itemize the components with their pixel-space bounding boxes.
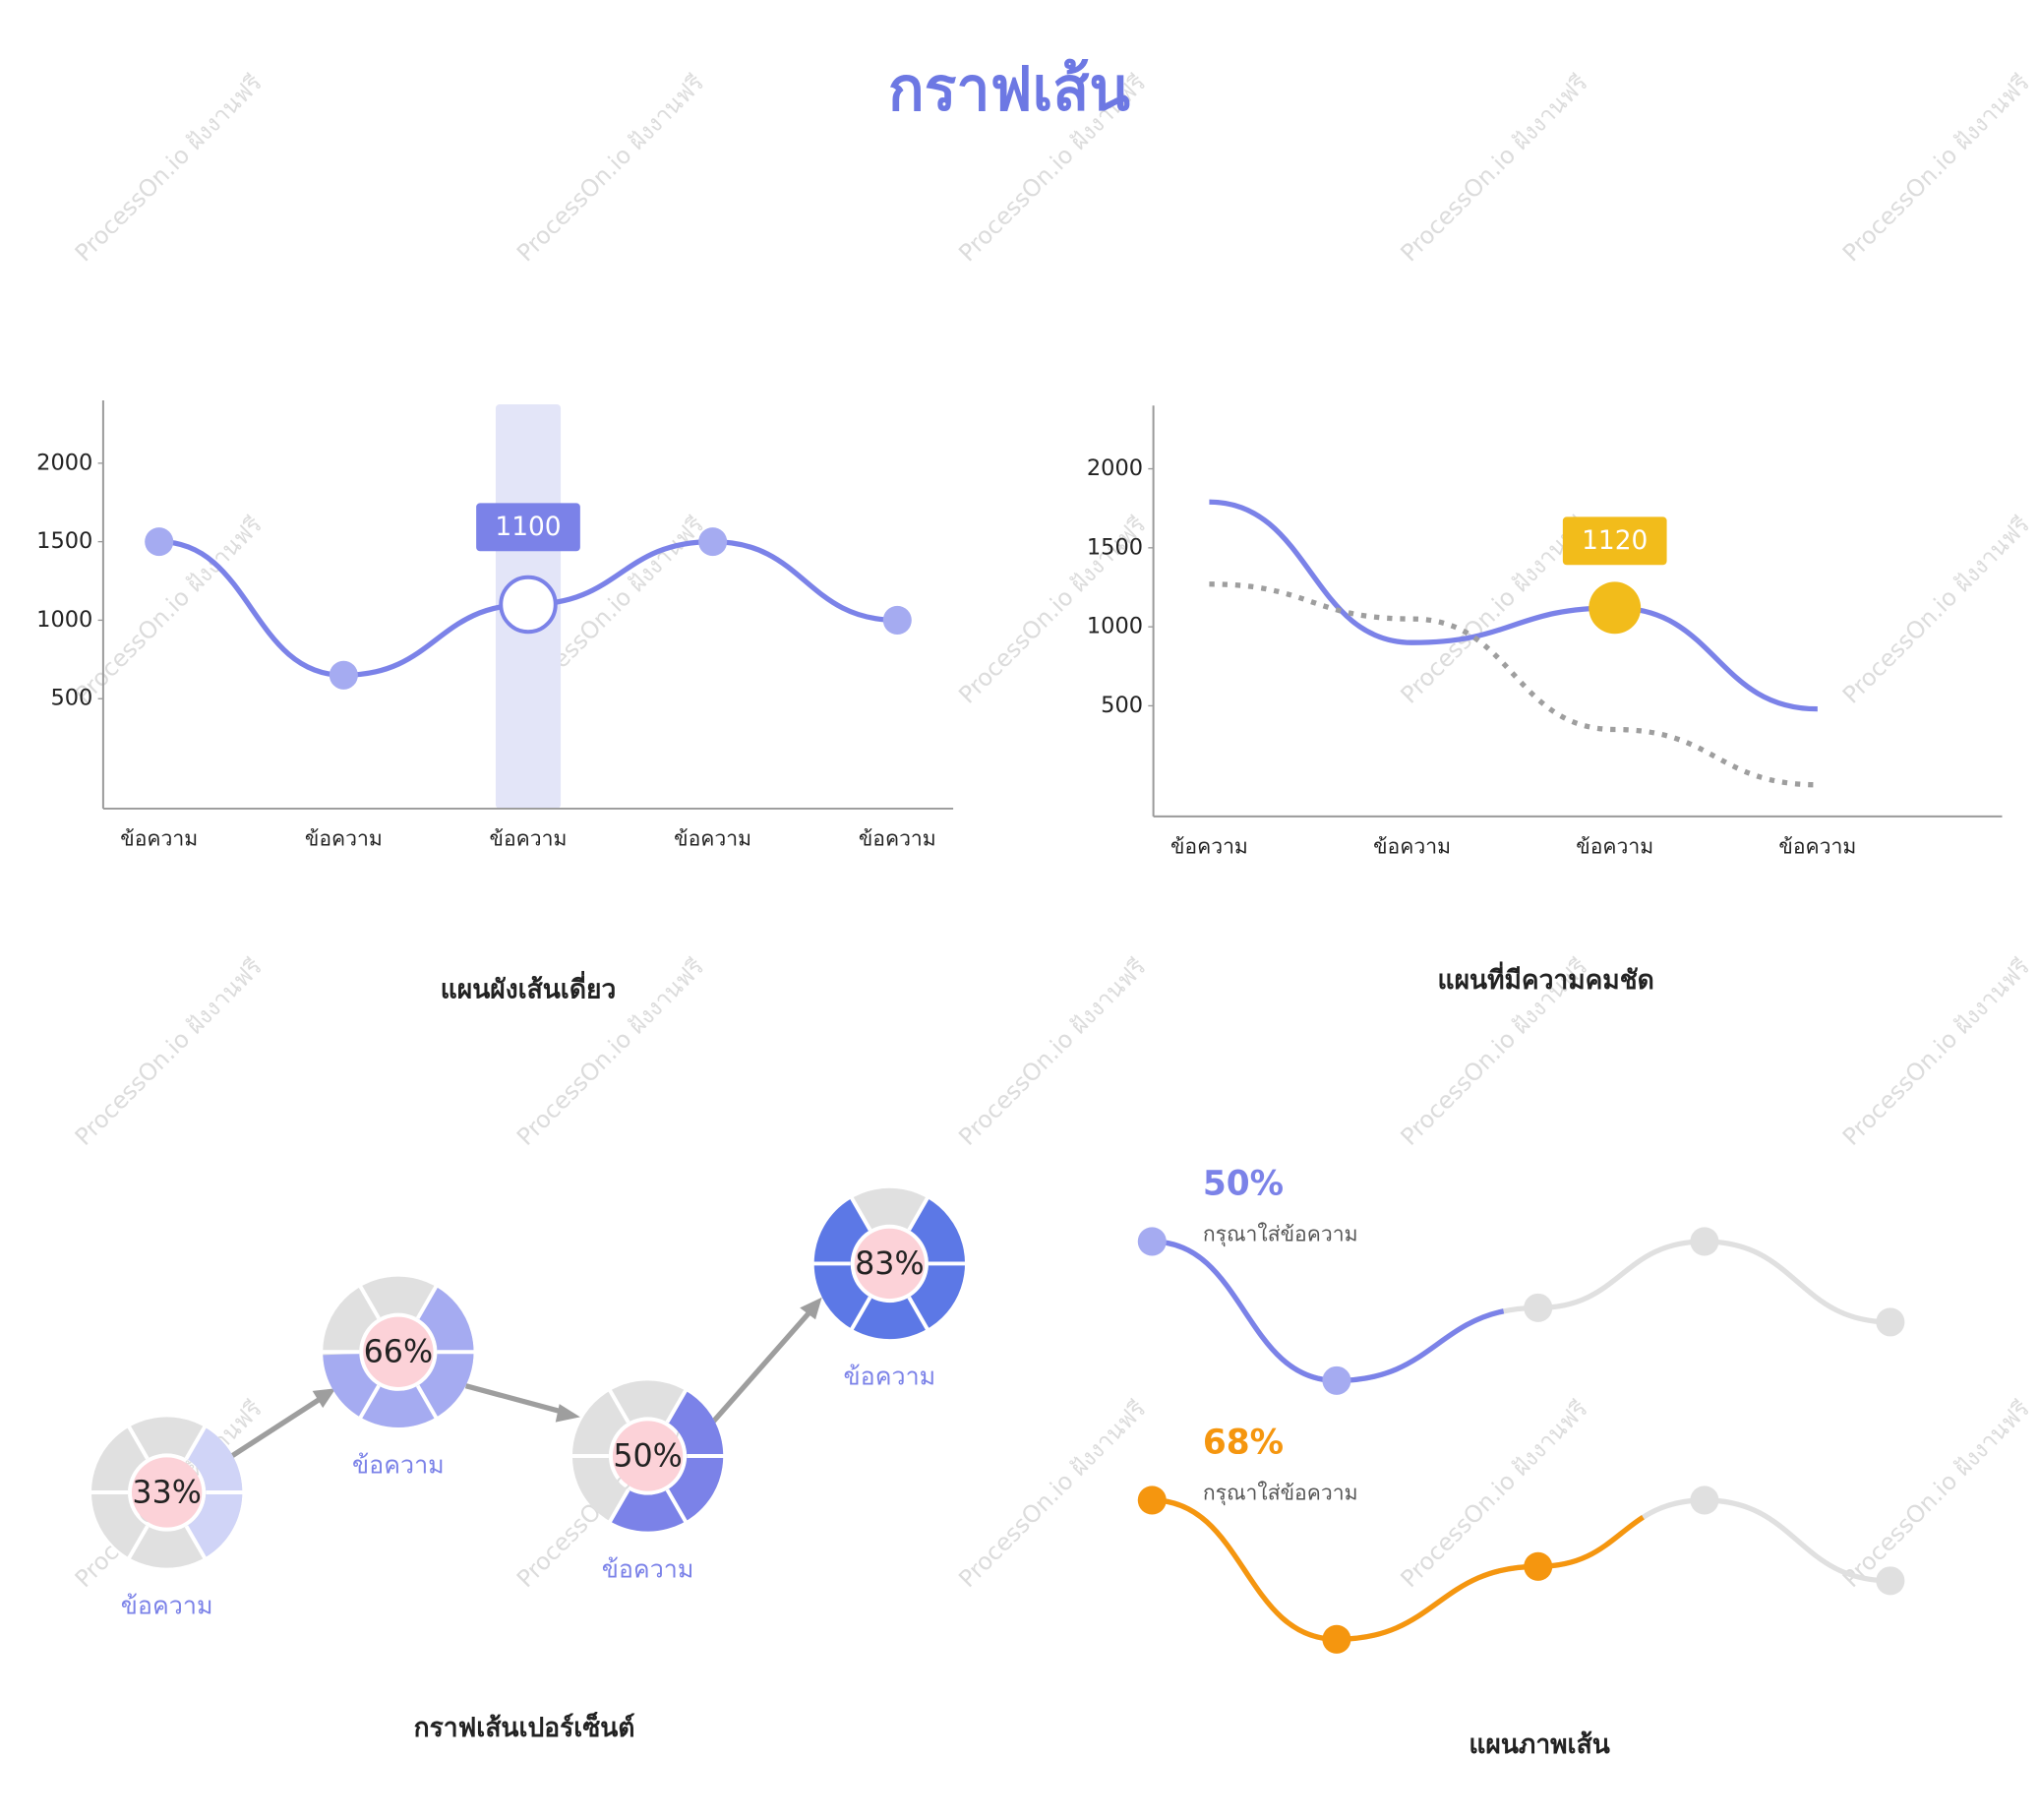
point — [1137, 1227, 1167, 1256]
point — [145, 527, 174, 557]
donut-divider — [907, 1195, 930, 1232]
chart-title: แผนผังเส้นเดี่ยว — [441, 970, 617, 1004]
watermark: ProcessOn.io ฝังงานฟรี — [1395, 69, 1592, 267]
line — [1209, 499, 1818, 712]
donut-caption: ข้อความ — [121, 1591, 213, 1619]
donut-center — [131, 1457, 203, 1528]
x-tick-label: ข้อความ — [490, 826, 568, 851]
point — [1690, 1486, 1719, 1515]
y-tick-label: 500 — [1101, 693, 1143, 718]
x-tick-label: ข้อความ — [1373, 834, 1451, 859]
value-label: 1120 — [1582, 525, 1648, 556]
donut-divider — [665, 1488, 689, 1524]
donut-divider — [126, 1425, 150, 1460]
y-tick-label: 1500 — [1087, 534, 1143, 560]
value-label-box — [1562, 516, 1667, 566]
series-value: 68% — [1203, 1424, 1284, 1463]
value-label-box — [476, 503, 580, 552]
donut-divider — [358, 1284, 381, 1319]
watermark: ProcessOn.io ฝังงานฟรี — [511, 69, 709, 267]
x-tick-label: ข้อความ — [120, 826, 198, 851]
donut-center — [854, 1228, 926, 1300]
point — [1690, 1227, 1719, 1256]
donut-caption: ข้อความ — [352, 1451, 445, 1480]
track — [1152, 1239, 1890, 1384]
chart-title: แผนที่มีความคมชัด — [1438, 961, 1654, 996]
x-tick-label: ข้อความ — [1778, 834, 1856, 859]
series-text: กรุณาใส่ข้อความ — [1203, 1480, 1358, 1505]
donut-divider — [415, 1284, 439, 1319]
value-label: 50% — [613, 1438, 682, 1474]
donut-divider — [607, 1388, 630, 1424]
chart-title: แผนภาพเส้น — [1469, 1729, 1609, 1760]
donut-caption: ข้อความ — [602, 1554, 694, 1583]
y-tick-label: 500 — [50, 686, 92, 711]
donut-divider — [665, 1388, 689, 1424]
point — [1524, 1293, 1553, 1322]
highlight-point — [499, 575, 558, 635]
watermark: ProcessOn.io ฝังงานฟรี — [1837, 69, 2035, 267]
x-tick-label: ข้อความ — [674, 826, 751, 851]
arrows — [230, 1297, 822, 1459]
watermark: ProcessOn.io ฝังงานฟรี — [70, 69, 268, 267]
x-tick-label: ข้อความ — [859, 826, 936, 851]
chart-title: กราฟเส้นเปอร์เซ็นต์ — [414, 1711, 635, 1743]
y-tick-label: 1000 — [1087, 614, 1143, 639]
y-tick-label: 1500 — [36, 528, 92, 554]
watermark: ProcessOn.io ฝังงานฟรี — [953, 1395, 1151, 1593]
x-tick-label: ข้อความ — [305, 826, 383, 851]
series-value: 50% — [1203, 1165, 1284, 1204]
highlight-point — [1589, 581, 1642, 635]
point — [329, 660, 358, 690]
y-tick-label: 2000 — [36, 450, 92, 475]
point — [882, 605, 912, 635]
donut-center — [363, 1316, 434, 1387]
watermark: ProcessOn.io ฝังงานฟรี — [953, 953, 1151, 1151]
watermark: ProcessOn.io ฝังงานฟรี — [1837, 511, 2035, 708]
donut-divider — [184, 1525, 208, 1560]
donut-divider — [358, 1384, 381, 1420]
point — [1524, 1551, 1553, 1581]
donut-divider — [184, 1425, 208, 1460]
value-label: 83% — [855, 1246, 924, 1282]
watermark: ProcessOn.io ฝังงานฟรี — [1837, 1395, 2035, 1593]
donut-divider — [415, 1384, 439, 1420]
line — [1209, 581, 1818, 788]
donut-divider — [849, 1296, 872, 1331]
series-text: กรุณาใส่ข้อความ — [1203, 1221, 1358, 1246]
page-title: กราฟเส้น — [888, 56, 1130, 125]
watermark: ProcessOn.io ฝังงานฟรี — [1837, 953, 2035, 1151]
progress — [1152, 1497, 1890, 1642]
watermark: ProcessOn.io ฝังงานฟรี — [70, 953, 268, 1151]
donut-divider — [126, 1525, 150, 1560]
x-tick-label: ข้อความ — [1576, 834, 1653, 859]
point — [1876, 1566, 1905, 1596]
value-label: 1100 — [495, 512, 561, 542]
point — [1322, 1624, 1351, 1654]
donut-divider — [607, 1488, 630, 1524]
point — [698, 527, 728, 557]
point — [1876, 1307, 1905, 1337]
donut-caption: ข้อความ — [843, 1363, 935, 1391]
y-tick-label: 2000 — [1087, 455, 1143, 481]
value-label: 66% — [364, 1335, 433, 1370]
x-tick-label: ข้อความ — [1170, 834, 1248, 859]
donut-divider — [907, 1296, 930, 1331]
progress — [1152, 1239, 1890, 1384]
donut-center — [612, 1421, 684, 1491]
value-label: 33% — [132, 1475, 201, 1510]
point — [1322, 1365, 1351, 1395]
y-tick-label: 1000 — [36, 607, 92, 633]
point — [1137, 1486, 1167, 1515]
donut-divider — [849, 1195, 872, 1232]
